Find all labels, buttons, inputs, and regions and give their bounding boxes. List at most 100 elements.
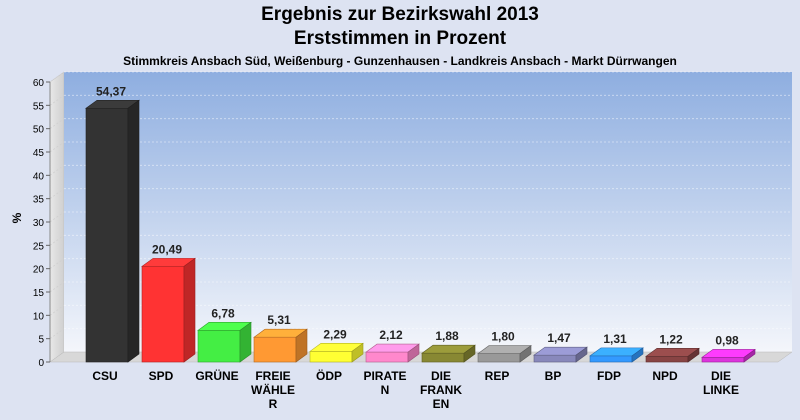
- bar-side: [687, 347, 700, 363]
- x-tick-label: NPD: [652, 369, 678, 383]
- bar-front: [365, 351, 409, 363]
- x-tick-label: DIE FRANK EN: [420, 369, 462, 411]
- bar-side: [295, 328, 308, 363]
- x-tick-label-line: CSU: [92, 369, 117, 383]
- chart-subtitle: Erststimmen in Prozent: [293, 28, 507, 49]
- bar-side: [127, 99, 140, 363]
- bar-value-label: 20,49: [152, 242, 182, 256]
- y-axis: 0 5 10 15 20 25 30 35 40 45 50 55 60: [33, 78, 51, 369]
- y-tick-label: 20: [33, 265, 45, 276]
- gridline-side: [49, 258, 65, 269]
- x-tick-label-line: N: [381, 383, 390, 397]
- bar: 0,98: [701, 333, 756, 363]
- y-tick-label: 45: [33, 148, 45, 159]
- bar-side: [519, 345, 532, 363]
- x-tick-label: GRÜNE: [195, 368, 238, 383]
- bar-value-label: 5,31: [267, 313, 291, 327]
- x-tick-label-line: PIRATE: [363, 369, 406, 383]
- bar-front: [197, 330, 241, 363]
- x-tick-label: FDP: [597, 369, 621, 383]
- gridline-side: [49, 165, 65, 176]
- bar: 2,29: [309, 327, 364, 363]
- x-tick-label-line: REP: [485, 369, 510, 383]
- bar: 5,31: [253, 313, 308, 363]
- x-tick-label: BP: [545, 369, 562, 383]
- y-tick-label: 55: [33, 101, 45, 112]
- bar-side: [575, 346, 588, 363]
- gridline-side: [49, 211, 65, 223]
- y-tick-label: 35: [33, 195, 45, 206]
- bar-value-label: 1,22: [659, 332, 683, 346]
- bar-front: [141, 266, 185, 363]
- gridline-side: [49, 328, 65, 339]
- x-tick-label-line: LINKE: [703, 383, 739, 397]
- x-tick-label: PIRATE N: [363, 369, 406, 397]
- y-tick-label: 5: [38, 335, 44, 346]
- gridline-side: [49, 305, 65, 316]
- bar-side: [407, 343, 420, 363]
- x-tick-label: CSU: [92, 369, 117, 383]
- x-tick-label-line: R: [269, 397, 278, 411]
- x-tick-label-line: SPD: [149, 369, 174, 383]
- bar-side: [631, 347, 644, 363]
- x-tick-label-line: DIE: [711, 369, 731, 383]
- x-tick-label-line: FRANK: [420, 383, 462, 397]
- gridline-side: [49, 95, 65, 106]
- bar-side: [463, 344, 476, 363]
- x-tick-label-line: ÖDP: [316, 368, 342, 383]
- y-tick-label: 25: [33, 241, 45, 252]
- x-tick-label-line: DIE: [431, 369, 451, 383]
- x-tick-label: ÖDP: [316, 368, 342, 383]
- bar-front: [309, 351, 353, 363]
- gridline-side: [49, 281, 65, 293]
- y-tick-label: 10: [33, 311, 45, 322]
- chart-caption: Stimmkreis Ansbach Süd, Weißenburg - Gun…: [123, 54, 677, 68]
- bar-value-label: 2,29: [323, 327, 347, 341]
- bar-value-label: 2,12: [379, 328, 403, 342]
- bar-front: [421, 352, 465, 363]
- bar-front: [645, 356, 689, 363]
- bar: 1,22: [645, 332, 700, 363]
- bar: 54,37: [85, 84, 140, 363]
- y-tick-label: 60: [33, 78, 45, 89]
- y-tick-label: 30: [33, 218, 45, 229]
- bar-value-label: 54,37: [96, 84, 126, 98]
- bar-side: [239, 321, 252, 363]
- bar: 1,31: [589, 332, 644, 363]
- bar-front: [589, 355, 633, 363]
- gridline-side: [49, 188, 65, 199]
- y-tick-label: 50: [33, 125, 45, 136]
- bar-front: [477, 353, 521, 363]
- gridline-side: [49, 118, 65, 129]
- x-tick-label: FREIE WÄHLE R: [251, 369, 295, 411]
- bar-value-label: 1,88: [435, 329, 459, 343]
- bar-value-label: 0,98: [715, 333, 739, 347]
- bar: 6,78: [197, 306, 252, 363]
- bar: 2,12: [365, 328, 420, 363]
- bar-side: [351, 342, 364, 363]
- x-tick-label-line: NPD: [652, 369, 678, 383]
- bar-value-label: 1,31: [603, 332, 627, 346]
- x-tick-label-line: FDP: [597, 369, 621, 383]
- bar-front: [701, 357, 745, 363]
- x-tick-label: DIE LINKE: [703, 369, 739, 397]
- bar-value-label: 1,47: [547, 331, 571, 345]
- bar: 1,80: [477, 330, 532, 363]
- bars: 54,37 20,49 6,78 5,31 2,29 2,12 1,88 1,80 1,47 1,…: [85, 84, 756, 363]
- x-tick-label-line: GRÜNE: [195, 368, 238, 383]
- bar: 20,49: [141, 242, 196, 363]
- x-tick-label-line: EN: [433, 397, 450, 411]
- y-tick-label: 40: [33, 171, 45, 182]
- y-tick-label: 15: [33, 288, 45, 299]
- chart-title: Ergebnis zur Bezirkswahl 2013: [261, 4, 539, 25]
- x-tick-label: SPD: [149, 369, 174, 383]
- bar-side: [743, 348, 756, 363]
- gridline-side: [49, 71, 65, 83]
- x-tick-label: REP: [485, 369, 510, 383]
- bar-value-label: 1,80: [491, 330, 515, 344]
- bar-front: [533, 354, 577, 363]
- x-tick-label-line: BP: [545, 369, 562, 383]
